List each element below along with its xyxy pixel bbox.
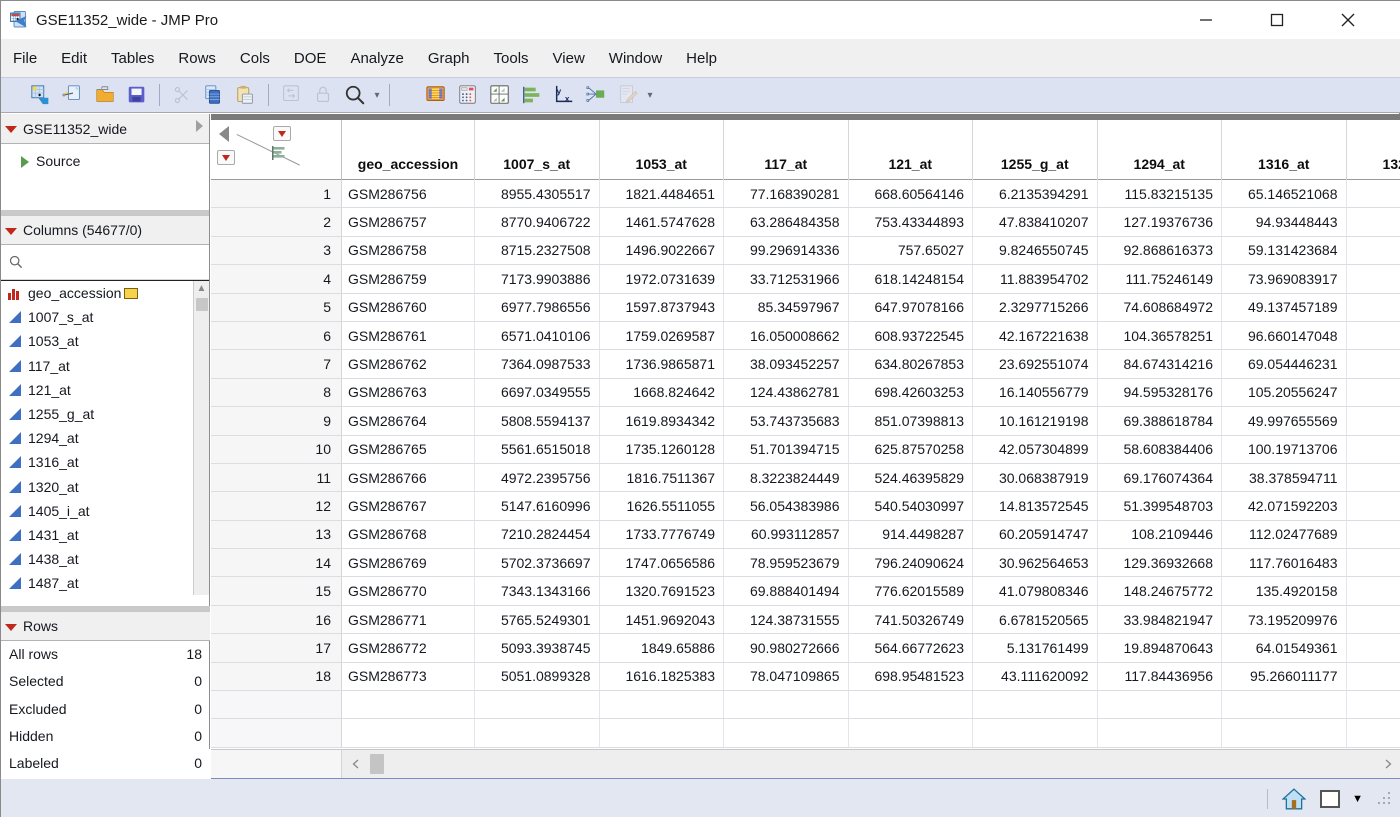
svg-text:x: x [565, 94, 570, 103]
svg-text:y: y [557, 87, 562, 96]
